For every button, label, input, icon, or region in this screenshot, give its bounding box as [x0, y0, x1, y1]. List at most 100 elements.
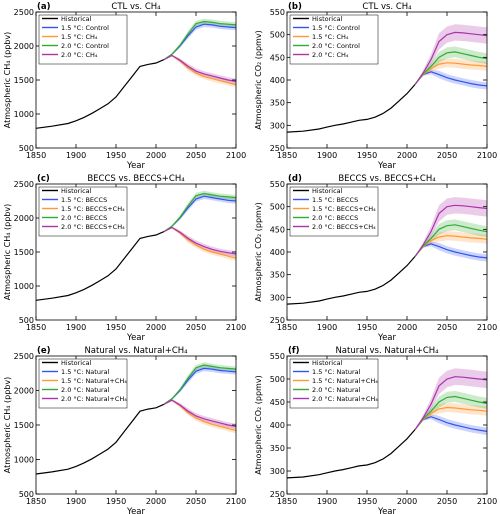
series-line-0: [35, 231, 165, 301]
y-tick-label: 400: [270, 248, 285, 257]
series-line-1: [414, 243, 488, 259]
series-line-4: [414, 204, 488, 257]
x-tick-label: 2050: [437, 151, 457, 160]
panel-b: 1850 1900 1950 2000 2050 2100 250 300 350 400 450 5…: [254, 2, 497, 171]
legend-box: [38, 14, 128, 65]
y-tick-label: 500: [19, 316, 34, 325]
y-tick-label: 450: [270, 398, 285, 407]
chart-title: Natural vs. Natural+CH₄: [335, 346, 439, 356]
y-axis-label: Atmospheric CO₂ (ppmv): [254, 375, 263, 474]
panel-label: (a): [37, 2, 51, 12]
y-tick-label: 500: [19, 490, 34, 499]
legend-entry: Historical: [61, 15, 92, 23]
x-axis-label: Year: [377, 333, 397, 343]
legend-entry: 1.5 °C: CH₄: [312, 33, 349, 41]
series-band-4: [415, 197, 487, 257]
panel-f: 1850 1900 1950 2000 2050 2100 250 300 350 400 450 5…: [254, 346, 497, 514]
x-tick-label: 2050: [437, 323, 457, 332]
x-tick-label: 2000: [397, 497, 417, 506]
x-tick-label: 2100: [477, 151, 497, 160]
series-band-1: [164, 365, 236, 405]
legend-box: [289, 186, 379, 237]
legend-entry: 1.5 °C: Natural: [61, 368, 110, 376]
x-tick-label: 2100: [477, 497, 497, 506]
legend-entry: Historical: [61, 359, 92, 367]
series-line-1: [163, 23, 237, 61]
x-axis-label: Year: [126, 333, 146, 343]
x-tick-label: 2000: [146, 497, 166, 506]
y-tick-label: 2500: [14, 180, 34, 189]
series-line-0: [35, 59, 165, 129]
panel-label: (b): [288, 2, 302, 12]
series-line-0: [286, 429, 416, 479]
legend-entry: Historical: [312, 15, 343, 23]
x-tick-label: 2050: [186, 323, 206, 332]
legend-entry: 1.5 °C: Control: [312, 24, 360, 32]
x-tick-label: 2000: [146, 151, 166, 160]
y-tick-label: 250: [270, 144, 285, 153]
legend-entry: 1.5 °C: BECCS: [312, 196, 358, 204]
x-tick-label: 2100: [226, 151, 246, 160]
chart-title: CTL vs. CH₄: [111, 2, 161, 12]
chart-title: BECCS vs. BECCS+CH₄: [87, 174, 185, 184]
panel-label: (d): [288, 174, 302, 184]
series-line-4: [163, 226, 237, 255]
y-axis-label: Atmospheric CH₄ (ppbv): [3, 32, 12, 128]
series-band-4: [415, 368, 487, 430]
series-line-2: [414, 406, 488, 430]
y-tick-label: 550: [270, 180, 285, 189]
series-line-4: [163, 54, 237, 82]
legend-entry: 2.0 °C: BECCS: [312, 214, 358, 222]
x-tick-label: 2000: [146, 323, 166, 332]
x-tick-label: 1950: [357, 151, 377, 160]
series-band-3: [415, 219, 487, 257]
y-tick-label: 2500: [14, 352, 34, 361]
legend-entry: 1.5 °C: Natural: [312, 368, 361, 376]
y-tick-label: 1000: [14, 282, 34, 291]
chart-title: CTL vs. CH₄: [362, 2, 412, 12]
series-line-0: [286, 84, 416, 133]
legend-entry: 2.0 °C: Natural: [312, 386, 361, 394]
series-band-3: [415, 46, 487, 85]
x-axis-label: Year: [377, 161, 397, 171]
series-line-1: [414, 416, 488, 432]
x-tick-label: 1900: [66, 497, 86, 506]
legend-entry: 1.5 °C: CH₄: [61, 33, 98, 41]
series-line-4: [414, 31, 488, 85]
x-tick-label: 1900: [317, 323, 337, 332]
y-axis-label: Atmospheric CH₄ (ppbv): [3, 204, 12, 300]
panel-c: 1850 1900 1950 2000 2050 2100 500 1000 1500 2000 2…: [3, 174, 246, 343]
y-tick-label: 350: [270, 271, 285, 280]
y-tick-label: 250: [270, 316, 285, 325]
y-axis-label: Atmospheric CH₄ (ppbv): [3, 377, 12, 473]
x-tick-label: 1900: [66, 151, 86, 160]
x-tick-label: 1950: [106, 323, 126, 332]
legend-box: [38, 358, 128, 409]
x-tick-label: 1950: [106, 151, 126, 160]
legend-entry: 2.0 °C: Natural: [61, 386, 110, 394]
legend-entry: 1.5 °C: Control: [61, 24, 109, 32]
x-tick-label: 2100: [226, 497, 246, 506]
legend-entry: Historical: [312, 359, 343, 367]
x-tick-label: 1850: [277, 323, 297, 332]
x-axis-label: Year: [126, 507, 146, 514]
series-line-4: [414, 376, 488, 430]
y-tick-label: 500: [270, 31, 285, 40]
y-tick-label: 500: [19, 144, 34, 153]
x-tick-label: 2050: [437, 497, 457, 506]
legend-entry: 2.0 °C: CH₄: [312, 51, 349, 59]
series-line-3: [163, 364, 237, 405]
y-tick-label: 400: [270, 76, 285, 85]
y-tick-label: 450: [270, 53, 285, 62]
x-tick-label: 2050: [186, 151, 206, 160]
series-band-1: [164, 21, 236, 60]
x-tick-label: 2050: [186, 497, 206, 506]
y-axis-label: Atmospheric CO₂ (ppmv): [254, 202, 263, 301]
legend-entry: 2.0 °C: BECCS+CH₄: [61, 223, 125, 231]
series-line-3: [414, 224, 488, 257]
x-tick-label: 1950: [357, 323, 377, 332]
x-tick-label: 1850: [26, 151, 46, 160]
x-tick-label: 2000: [397, 151, 417, 160]
